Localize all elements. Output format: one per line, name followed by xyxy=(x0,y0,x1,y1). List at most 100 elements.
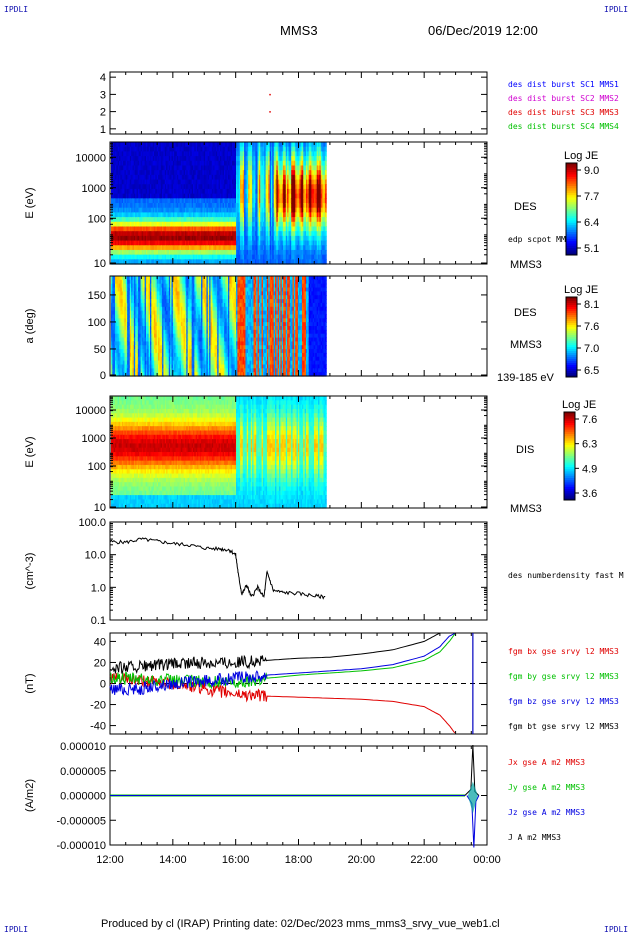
heat-cell xyxy=(152,231,155,237)
heat-cell xyxy=(319,254,322,260)
heat-cell xyxy=(271,146,273,152)
heat-cell xyxy=(266,156,269,162)
heat-cell xyxy=(214,198,217,204)
heat-cell xyxy=(176,240,179,246)
heat-cell xyxy=(117,329,120,335)
heat-cell xyxy=(213,212,216,218)
heat-cell xyxy=(273,146,276,152)
heat-cell xyxy=(166,156,169,162)
heat-cell xyxy=(180,184,183,190)
heat-cell xyxy=(320,151,323,157)
heat-cell xyxy=(117,226,120,232)
heat-cell xyxy=(260,170,263,176)
heat-cell xyxy=(236,226,238,232)
heat-cell xyxy=(297,240,300,246)
heat-cell xyxy=(112,299,115,304)
heat-cell xyxy=(291,160,294,167)
heat-cell xyxy=(273,221,276,228)
heat-cell xyxy=(207,193,210,199)
heat-cell xyxy=(179,221,182,228)
heat-cell xyxy=(174,184,177,190)
heat-cell xyxy=(182,203,185,209)
heat-cell xyxy=(162,174,165,181)
heat-cell xyxy=(155,259,158,265)
heat-cell xyxy=(113,259,116,265)
heat-cell xyxy=(253,207,256,213)
heat-cell xyxy=(135,245,138,251)
heat-cell xyxy=(214,184,217,190)
heat-cell xyxy=(203,207,206,213)
heat-cell xyxy=(245,235,248,242)
heat-cell xyxy=(206,193,209,199)
heat-cell xyxy=(124,341,127,346)
heat-cell xyxy=(158,174,160,181)
heat-cell xyxy=(125,142,128,148)
heat-cell xyxy=(277,188,280,195)
heat-cell xyxy=(187,179,190,185)
heat-cell xyxy=(264,179,267,185)
heat-cell xyxy=(289,235,292,242)
heat-cell xyxy=(236,240,238,246)
heat-cell xyxy=(260,231,263,237)
heat-cell xyxy=(265,179,268,185)
heat-cell xyxy=(281,207,284,213)
heat-cell xyxy=(193,179,195,185)
heat-cell xyxy=(145,165,148,171)
heat-cell xyxy=(219,231,222,237)
heat-cell xyxy=(268,217,271,223)
heat-cell xyxy=(128,372,131,377)
heat-cell xyxy=(288,231,291,237)
heat-cell xyxy=(179,156,182,162)
heat-cell xyxy=(113,329,116,335)
heat-cell xyxy=(269,188,272,195)
heat-cell xyxy=(324,174,327,181)
heat-cell xyxy=(258,203,261,209)
heat-cell xyxy=(148,221,151,228)
heat-cell xyxy=(318,254,321,260)
heat-cell xyxy=(257,179,260,185)
heat-cell xyxy=(308,142,311,148)
heat-cell xyxy=(193,188,195,195)
heat-cell xyxy=(265,170,268,176)
heat-cell xyxy=(221,226,224,232)
heat-cell xyxy=(129,151,132,157)
heat-cell xyxy=(221,151,224,157)
heat-cell xyxy=(287,221,290,228)
heat-cell xyxy=(202,226,205,232)
heat-cell xyxy=(271,212,273,218)
heat-cell xyxy=(184,188,187,195)
heat-cell xyxy=(158,146,160,152)
heat-cell xyxy=(209,235,212,242)
heat-cell xyxy=(248,254,251,260)
heat-cell xyxy=(260,146,263,152)
heat-cell xyxy=(257,259,260,265)
heat-cell xyxy=(184,240,187,246)
heat-cell xyxy=(223,221,226,228)
heat-cell xyxy=(303,203,306,209)
heat-cell xyxy=(211,151,214,157)
heat-cell xyxy=(229,188,232,195)
heat-cell xyxy=(194,245,197,251)
heat-cell xyxy=(148,184,151,190)
heat-cell xyxy=(140,160,143,167)
heat-cell xyxy=(242,240,245,246)
heat-cell xyxy=(299,160,302,167)
heat-cell xyxy=(148,156,151,162)
heat-cell xyxy=(187,240,190,246)
heat-cell xyxy=(199,245,202,251)
y-tick-label: 2 xyxy=(100,107,106,119)
heat-cell xyxy=(275,203,277,209)
heat-cell xyxy=(137,372,140,377)
heat-cell xyxy=(150,170,152,176)
heat-cell xyxy=(269,217,272,223)
heat-cell xyxy=(131,356,134,362)
heat-cell xyxy=(229,254,232,260)
heat-cell xyxy=(225,151,228,157)
heat-cell xyxy=(141,142,144,148)
heat-cell xyxy=(152,212,155,218)
heat-cell xyxy=(253,184,256,190)
heat-cell xyxy=(308,179,311,185)
heat-cell xyxy=(211,170,214,176)
heat-cell xyxy=(139,337,142,342)
heat-cell xyxy=(113,310,116,316)
